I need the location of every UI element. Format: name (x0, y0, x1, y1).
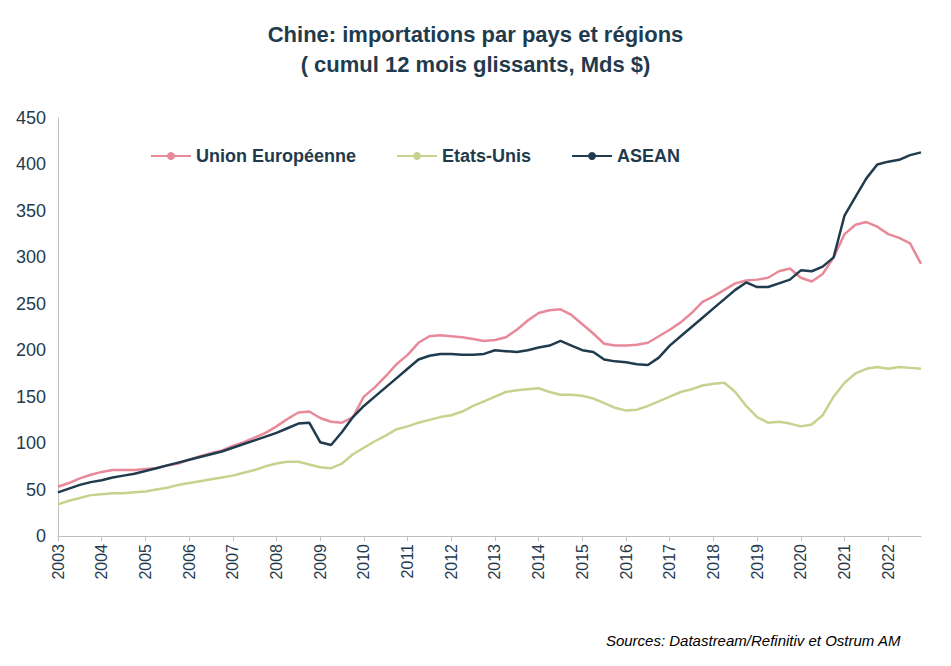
svg-text:Union Européenne: Union Européenne (196, 146, 356, 166)
svg-text:200: 200 (16, 340, 46, 360)
svg-text:0: 0 (36, 526, 46, 546)
svg-text:100: 100 (16, 433, 46, 453)
svg-text:2020: 2020 (792, 544, 809, 580)
svg-text:150: 150 (16, 387, 46, 407)
svg-text:2009: 2009 (312, 544, 329, 580)
svg-text:2022: 2022 (880, 544, 897, 580)
svg-text:( cumul 12 mois glissants, Mds: ( cumul 12 mois glissants, Mds $) (301, 52, 651, 77)
svg-text:2011: 2011 (399, 544, 416, 579)
svg-text:2018: 2018 (705, 544, 722, 580)
svg-text:2016: 2016 (618, 544, 635, 580)
svg-text:350: 350 (16, 201, 46, 221)
svg-text:2005: 2005 (137, 544, 154, 580)
svg-text:2021: 2021 (836, 544, 853, 580)
svg-text:2013: 2013 (486, 544, 503, 580)
svg-text:2015: 2015 (574, 544, 591, 580)
svg-text:2008: 2008 (268, 544, 285, 580)
svg-text:2007: 2007 (224, 544, 241, 580)
svg-text:2014: 2014 (530, 544, 547, 580)
svg-text:Sources: Datastream/Refinitiv: Sources: Datastream/Refinitiv et Ostrum … (606, 632, 901, 649)
svg-text:2010: 2010 (355, 544, 372, 580)
svg-text:2012: 2012 (443, 544, 460, 580)
svg-text:50: 50 (26, 480, 46, 500)
svg-text:2004: 2004 (93, 544, 110, 580)
svg-text:2006: 2006 (181, 544, 198, 580)
svg-text:400: 400 (16, 154, 46, 174)
svg-text:Chine: importations par pays e: Chine: importations par pays et régions (268, 22, 684, 47)
svg-text:2017: 2017 (661, 544, 678, 580)
svg-text:300: 300 (16, 247, 46, 267)
svg-text:250: 250 (16, 294, 46, 314)
svg-text:ASEAN: ASEAN (617, 146, 680, 166)
svg-text:450: 450 (16, 108, 46, 128)
svg-text:2003: 2003 (50, 544, 67, 580)
svg-text:Etats-Unis: Etats-Unis (442, 146, 531, 166)
svg-text:2019: 2019 (749, 544, 766, 580)
